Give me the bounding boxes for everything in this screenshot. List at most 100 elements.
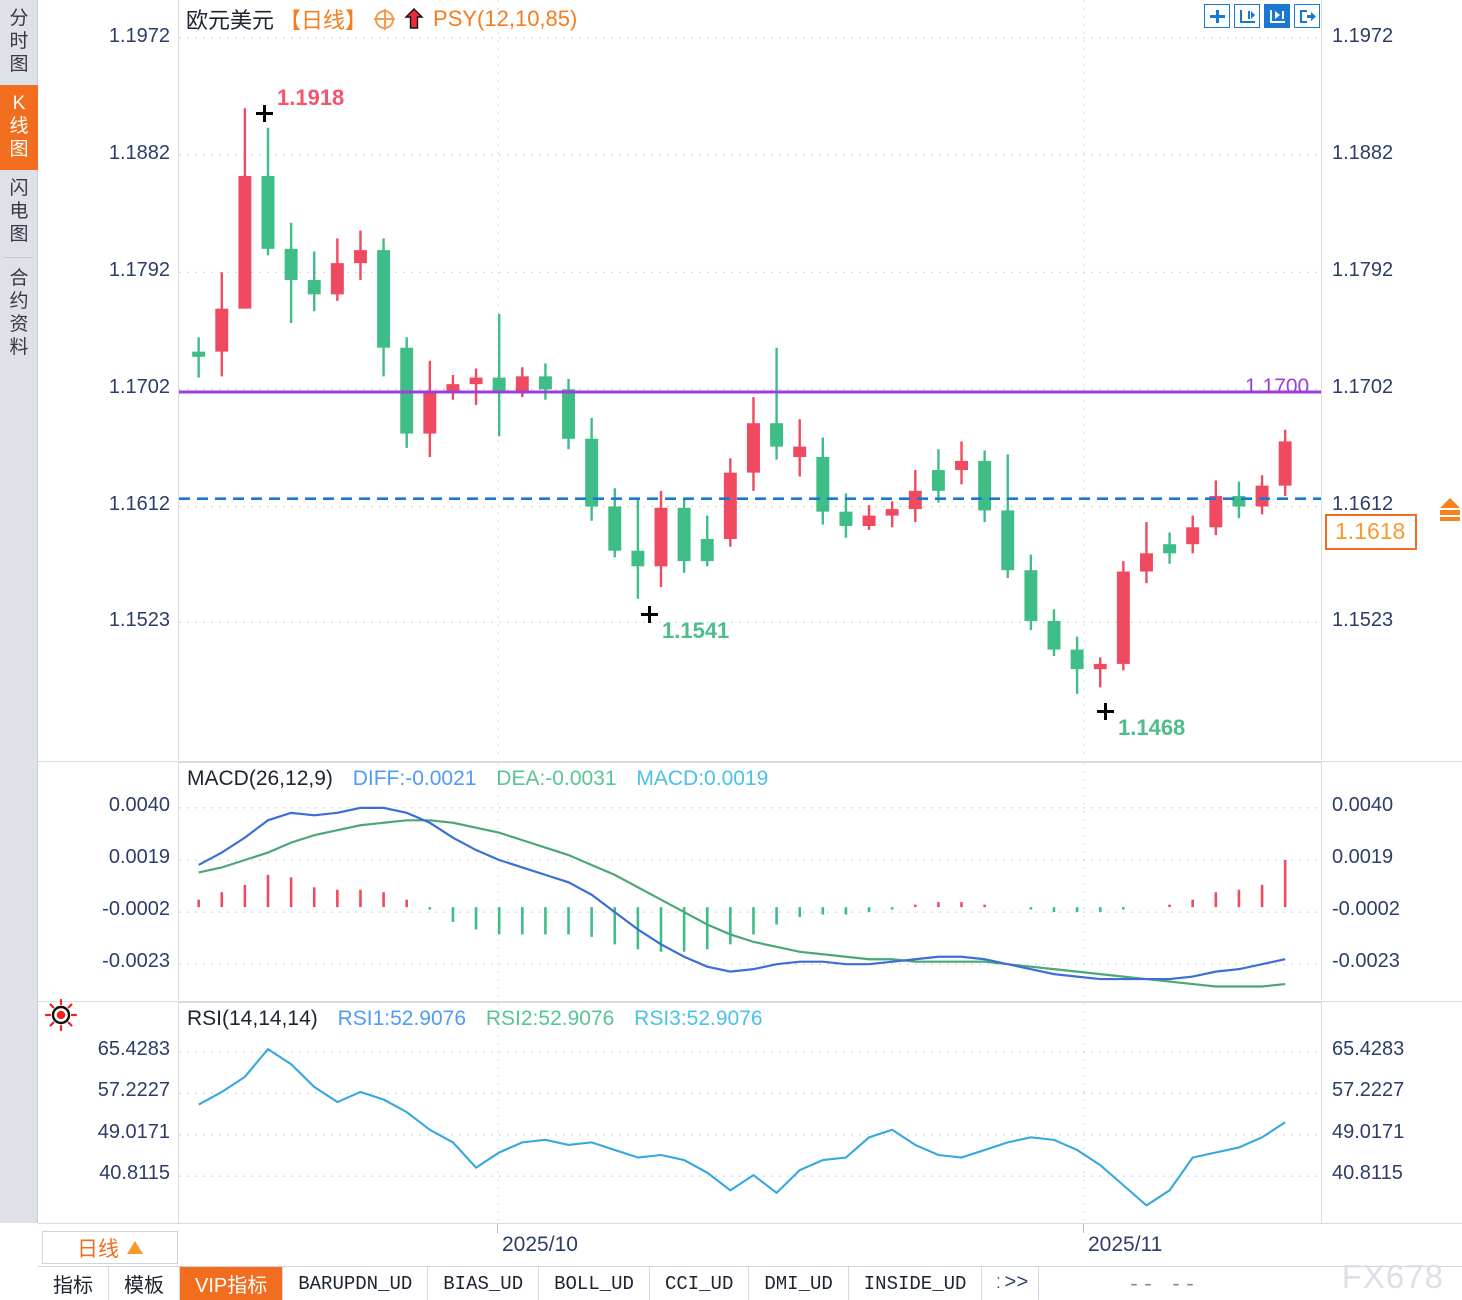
indicator-toolbar-spacer xyxy=(1039,1267,1462,1300)
axis-tick-label: 1.1882 xyxy=(108,142,170,165)
axis-tick-label: 57.2227 xyxy=(97,1079,170,1102)
crosshair-circle-icon[interactable] xyxy=(374,8,396,30)
indicator-tab-boll-ud[interactable]: BOLL_UD xyxy=(539,1267,650,1300)
axis-tick-label: 1.1882 xyxy=(1332,142,1394,165)
rsi-axis-left: 65.4283 57.2227 49.0171 40.8115 xyxy=(38,1002,178,1223)
sidebar-label-char: 图 xyxy=(9,54,29,75)
axis-tick-label: 49.0171 xyxy=(1332,1120,1405,1143)
axis-tick-label: 1.1972 xyxy=(108,25,170,47)
rsi3-value: RSI3:52.9076 xyxy=(634,1007,763,1030)
axis-tick-label: -0.0002 xyxy=(1332,898,1400,921)
macd-title: MACD(26,12,9) xyxy=(187,767,333,790)
axis-tick-label: -0.0002 xyxy=(102,898,170,921)
indicator-tab-inside-ud[interactable]: INSIDE_UD xyxy=(849,1267,983,1300)
low-marker-cross-icon-1 xyxy=(641,606,658,623)
indicator-tab-[interactable]: 模板 xyxy=(109,1267,180,1300)
low-price-annotation-2: 1.1468 xyxy=(1118,715,1186,740)
date-tick xyxy=(497,1224,498,1233)
exit-fullscreen-button[interactable] xyxy=(1294,4,1320,28)
price-axis-right: 1.1972 1.1882 1.1792 1.1702 1.1612 1.1523 xyxy=(1322,0,1462,760)
indicator-tab-[interactable]: ː>> xyxy=(982,1267,1040,1300)
sidebar-label-char: 资 xyxy=(9,314,29,335)
price-chart-svg xyxy=(179,0,1321,760)
measure-right-button[interactable] xyxy=(1264,4,1290,28)
triangle-up-icon xyxy=(127,1241,143,1254)
chart-title-row: 欧元美元 【日线】 PSY(12,10,85) xyxy=(186,3,577,35)
rsi-panel-divider xyxy=(38,1001,1462,1002)
axis-tick-label: 1.1702 xyxy=(1332,376,1394,399)
sun-alert-icon[interactable] xyxy=(44,998,78,1032)
indicator-tab-dmi-ud[interactable]: DMI_UD xyxy=(749,1267,849,1300)
sidebar-label-char: 图 xyxy=(9,139,29,160)
high-marker-cross-icon xyxy=(256,105,273,122)
rsi-header: RSI(14,14,14) RSI1:52.9076 RSI2:52.9076 … xyxy=(187,1007,777,1031)
indicator-tab-[interactable]: 指标 xyxy=(38,1267,109,1300)
sidebar-label-char: 约 xyxy=(9,291,29,312)
rsi1-value: RSI1:52.9076 xyxy=(337,1007,467,1030)
sidebar-divider xyxy=(4,257,33,258)
axis-tick-label: 1.1612 xyxy=(1332,493,1394,516)
axis-tick-label: 65.4283 xyxy=(97,1037,170,1060)
date-axis: 2025/10 2025/11 xyxy=(178,1224,1322,1260)
axis-tick-label: 0.0019 xyxy=(1332,845,1394,868)
indicator-tab-vip[interactable]: VIP指标 xyxy=(180,1267,284,1300)
rsi-chart-svg xyxy=(179,1003,1321,1224)
rsi-axis-right: 65.4283 57.2227 49.0171 40.8115 xyxy=(1322,1002,1462,1223)
sidebar-label-char: 料 xyxy=(9,337,29,358)
sidebar-label-char: 时 xyxy=(9,31,29,52)
psy-indicator-label: PSY(12,10,85) xyxy=(433,6,578,31)
current-price-tag[interactable]: 1.1618 xyxy=(1325,514,1418,550)
high-price-annotation: 1.1918 xyxy=(277,85,345,110)
rsi2-value: RSI2:52.9076 xyxy=(485,1007,615,1030)
rsi-chart-panel[interactable]: RSI(14,14,14) RSI1:52.9076 RSI2:52.9076 … xyxy=(178,1002,1322,1224)
low-marker-cross-icon-2 xyxy=(1097,703,1114,720)
period-label: 【日线】 xyxy=(279,8,368,33)
axis-tick-label: 0.0040 xyxy=(1332,793,1394,816)
axis-tick-label: 49.0171 xyxy=(97,1120,170,1143)
axis-tick-label: 0.0040 xyxy=(108,793,170,816)
indicator-tab-cci-ud[interactable]: CCI_UD xyxy=(650,1267,750,1300)
axis-tick-label: 57.2227 xyxy=(1332,1079,1405,1102)
level-line-label: 1.1700 xyxy=(1245,375,1310,398)
macd-chart-panel[interactable]: MACD(26,12,9) DIFF:-0.0021 DEA:-0.0031 M… xyxy=(178,762,1322,1001)
macd-axis-left: 0.0040 0.0019 -0.0002 -0.0023 xyxy=(38,762,178,1000)
axis-tick-label: 1.1792 xyxy=(108,259,170,282)
date-axis-divider xyxy=(38,1223,1462,1224)
axis-tick-label: 1.1523 xyxy=(108,609,170,632)
macd-panel-divider xyxy=(38,761,1462,762)
axis-tick-label: 1.1792 xyxy=(1332,259,1394,282)
axis-tick-label: -0.0023 xyxy=(102,950,170,973)
macd-header: MACD(26,12,9) DIFF:-0.0021 DEA:-0.0031 M… xyxy=(187,767,782,791)
sidebar-label-char: 电 xyxy=(9,201,29,222)
indicator-tab-bias-ud[interactable]: BIAS_UD xyxy=(428,1267,540,1300)
axis-tick-label: 0.0019 xyxy=(108,845,170,868)
price-chart-panel[interactable] xyxy=(178,0,1322,760)
sidebar-label-char: 分 xyxy=(9,8,29,29)
date-tick xyxy=(1083,1224,1084,1233)
sidebar-label-char: 图 xyxy=(9,224,29,245)
sidebar-item-contract-info[interactable]: 合约资料 xyxy=(0,260,38,368)
bottom-dashes: -- -- xyxy=(1128,1274,1199,1297)
move-crosshair-button[interactable] xyxy=(1204,4,1230,28)
low-price-annotation-1: 1.1541 xyxy=(662,618,730,643)
axis-tick-label: 1.1702 xyxy=(108,376,170,399)
sidebar-tail xyxy=(0,1223,38,1300)
date-axis-label: 2025/10 xyxy=(502,1233,578,1256)
sidebar-label-char: K xyxy=(12,93,26,114)
axis-tick-label: 40.8115 xyxy=(99,1162,170,1185)
indicator-tab-barupdn-ud[interactable]: BARUPDN_UD xyxy=(283,1267,429,1300)
up-arrow-icon xyxy=(404,8,424,30)
sidebar-item-timeshare[interactable]: 分时图 xyxy=(0,0,38,85)
macd-dea-value: DEA:-0.0031 xyxy=(496,767,617,790)
period-selector-button[interactable]: 日线 xyxy=(42,1231,178,1264)
sidebar-label-char: 闪 xyxy=(9,178,29,199)
price-axis-left: 1.1972 1.1882 1.1792 1.1702 1.1612 1.1523 xyxy=(38,0,178,760)
date-axis-label: 2025/11 xyxy=(1088,1233,1163,1256)
sidebar-item-lightning[interactable]: 闪电图 xyxy=(0,170,38,255)
macd-axis-right: 0.0040 0.0019 -0.0002 -0.0023 xyxy=(1322,762,1462,1000)
indicator-toolbar: 指标 模板 VIP指标 BARUPDN_UD BIAS_UD BOLL_UD CCI_UD D… xyxy=(38,1266,1462,1300)
measure-left-button[interactable] xyxy=(1234,4,1260,28)
